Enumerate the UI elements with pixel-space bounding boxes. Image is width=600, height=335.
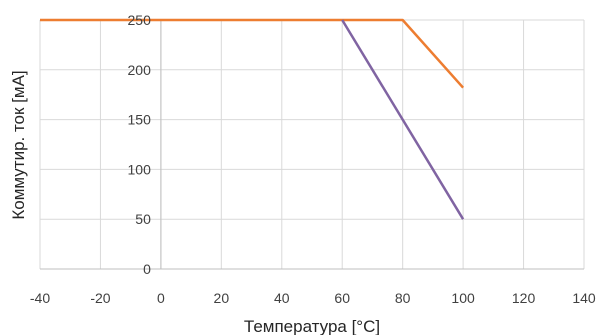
y-tick-label: 0 xyxy=(143,261,151,277)
y-tick-label: 200 xyxy=(128,62,152,78)
y-tick-label: 250 xyxy=(128,12,152,28)
x-tick-label: 80 xyxy=(395,290,411,306)
x-axis-title: Температура [°C] xyxy=(244,317,380,335)
x-tick-label: -20 xyxy=(90,290,110,306)
x-tick-labels: -40 -20 0 20 40 60 80 100 120 140 xyxy=(30,290,596,306)
x-tick-label: 0 xyxy=(157,290,165,306)
series-layer xyxy=(40,18,465,220)
axes xyxy=(40,20,584,270)
x-tick-label: 140 xyxy=(572,290,596,306)
x-tick-label: 20 xyxy=(214,290,230,306)
y-axis-title: Коммутир. ток [мА] xyxy=(9,70,28,219)
series-line-1 xyxy=(40,18,465,89)
series-line-2 xyxy=(341,19,465,220)
x-tick-label: 60 xyxy=(334,290,350,306)
y-tick-label: 100 xyxy=(128,161,152,177)
y-tick-label: 150 xyxy=(128,112,152,128)
x-tick-label: 100 xyxy=(451,290,475,306)
y-tick-label: 50 xyxy=(135,211,151,227)
x-tick-label: 120 xyxy=(512,290,536,306)
y-tick-labels: 0 50 100 150 200 250 xyxy=(128,12,152,277)
x-tick-label: -40 xyxy=(30,290,50,306)
grid xyxy=(39,19,585,270)
x-tick-label: 40 xyxy=(274,290,290,306)
